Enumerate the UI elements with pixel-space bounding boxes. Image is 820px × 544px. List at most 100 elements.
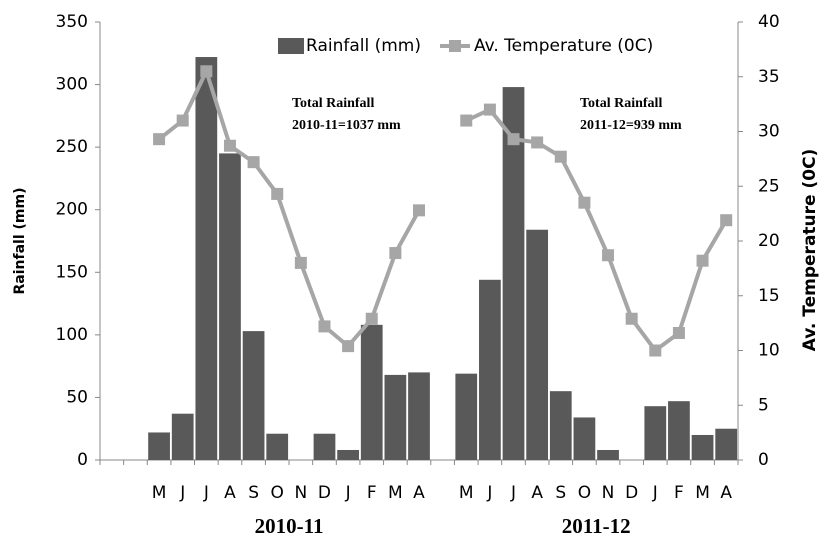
temperature-marker [460, 114, 473, 127]
x-tick-label: M [152, 483, 167, 503]
temperature-marker [176, 114, 189, 127]
x-tick-label: J [179, 483, 185, 503]
y-tick-label: 250 [56, 137, 88, 157]
bar [597, 449, 619, 460]
temperature-marker [342, 340, 355, 353]
x-tick-label: A [531, 483, 543, 503]
temperature-marker [578, 196, 591, 209]
annotation: 2011-12=939 mm [580, 118, 682, 133]
temperature-marker [531, 136, 544, 149]
temperature-marker [271, 187, 284, 200]
temperature-marker [696, 254, 709, 267]
bar [479, 279, 501, 460]
bar [549, 391, 572, 460]
bar [408, 372, 430, 460]
x-tick-label: D [318, 483, 331, 503]
x-tick-label: A [413, 483, 425, 503]
x-tick-label: J [203, 483, 209, 503]
y2-tick-label: 35 [758, 67, 780, 87]
temperature-marker [507, 133, 520, 146]
x-tick-label: A [720, 483, 732, 503]
group-label: 2011-12 [562, 514, 631, 538]
legend-label: Av. Temperature (0C) [474, 36, 653, 56]
x-tick-label: F [367, 483, 377, 503]
annotation: Total Rainfall [292, 96, 374, 111]
y2-tick-label: 15 [758, 286, 780, 306]
y-tick-label: 50 [66, 387, 88, 407]
bar [148, 432, 170, 460]
temperature-marker [720, 214, 733, 227]
bar [313, 433, 336, 460]
temperature-marker [413, 204, 425, 217]
x-tick-label: F [674, 483, 684, 503]
temperature-marker [602, 249, 615, 262]
x-tick-label: J [486, 483, 492, 503]
x-tick-label: O [578, 483, 591, 503]
y2-tick-label: 25 [758, 176, 780, 196]
y-axis-label: Rainfall (mm) [12, 188, 28, 295]
x-tick-label: M [388, 483, 403, 503]
y-tick-label: 300 [56, 75, 88, 95]
temperature-marker [554, 150, 567, 163]
y2-tick-label: 10 [758, 341, 780, 361]
y2-tick-label: 20 [758, 231, 780, 251]
y2-tick-label: 0 [758, 450, 769, 470]
bar [502, 87, 525, 461]
x-tick-label: J [345, 483, 351, 503]
bar [573, 417, 596, 460]
bar [715, 428, 738, 460]
bar [384, 374, 407, 460]
bar [171, 413, 194, 460]
y-tick-label: 200 [56, 200, 88, 220]
x-tick-label: S [248, 483, 259, 503]
legend-swatch [449, 40, 461, 52]
x-tick-label: M [695, 483, 710, 503]
temperature-marker [200, 65, 213, 78]
y2-tick-label: 40 [758, 12, 780, 32]
x-tick-label: M [459, 483, 474, 503]
y2-tick-label: 30 [758, 122, 780, 142]
temperature-marker [223, 139, 236, 152]
annotation: 2010-11=1037 mm [292, 118, 401, 133]
bar [691, 434, 714, 460]
bar [266, 433, 289, 460]
bar [526, 229, 549, 460]
temperature-marker [294, 256, 307, 269]
y2-axis-label: Av. Temperature (0C) [800, 149, 820, 352]
y-tick-label: 150 [56, 262, 88, 282]
y2-tick-label: 5 [758, 395, 769, 415]
temperature-marker [649, 344, 662, 357]
bar [195, 57, 218, 460]
bar [668, 401, 690, 460]
bar [455, 373, 478, 460]
bar [219, 153, 241, 460]
temperature-marker [483, 103, 496, 116]
x-tick-label: J [652, 483, 658, 503]
bar [242, 331, 265, 460]
x-tick-label: A [224, 483, 236, 503]
x-tick-label: N [294, 483, 307, 503]
temperature-line [157, 65, 728, 354]
temperature-marker [153, 133, 166, 146]
temperature-marker [247, 156, 260, 169]
x-tick-label: J [510, 483, 516, 503]
y-tick-label: 100 [56, 325, 88, 345]
bar [644, 406, 667, 460]
legend-label: Rainfall (mm) [306, 36, 421, 56]
x-tick-label: D [625, 483, 638, 503]
y-tick-label: 0 [77, 450, 88, 470]
x-tick-label: O [271, 483, 284, 503]
temperature-marker [365, 312, 378, 325]
x-tick-label: S [555, 483, 566, 503]
temperature-marker [318, 320, 331, 333]
temperature-marker [672, 326, 685, 339]
y-tick-label: 350 [56, 12, 88, 32]
bar [337, 449, 359, 460]
temperature-marker [389, 247, 402, 260]
group-label: 2010-11 [255, 514, 324, 538]
legend-swatch [278, 38, 304, 54]
x-tick-label: N [602, 483, 615, 503]
bar [360, 324, 383, 460]
temperature-marker [625, 312, 638, 325]
